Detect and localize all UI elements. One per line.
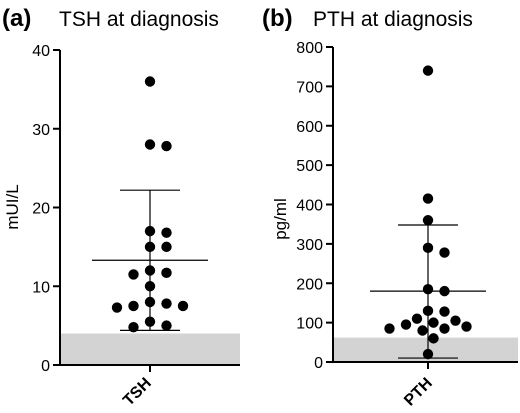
panel-b-data-point (422, 215, 434, 226)
panel-b-data-point (439, 247, 450, 258)
panel-a-reference-band (61, 333, 240, 365)
panel-a-y-tick-label: 30 (32, 122, 50, 139)
panel-a-data-point (144, 225, 156, 237)
panel-b-y-tick-label: 600 (296, 119, 323, 136)
panel-a-y-tick-label: 40 (32, 43, 50, 60)
panel-b-data-point (428, 317, 439, 328)
panel-b-letter: (b) (262, 5, 293, 32)
panel-a-data-point (144, 241, 156, 253)
panel-b-data-point (422, 283, 434, 295)
panel-a-data-point (161, 267, 172, 279)
panel-a-y-tick-label: 20 (32, 201, 50, 218)
panel-b-data-point (422, 305, 434, 317)
panel-b-y-tick-label: 700 (296, 79, 323, 96)
panel-b-data-point (411, 313, 423, 324)
panel-b-y-tick-label: 200 (296, 276, 323, 293)
panel-b-data-point (400, 319, 412, 330)
panel-a-data-point (111, 302, 123, 313)
panel-a-category-label: TSH (120, 375, 155, 410)
panel-a-data-point (144, 265, 156, 276)
panel-a-data-point (128, 322, 139, 333)
panel-a-data-point (161, 241, 172, 253)
panel-a-data-point (128, 300, 139, 312)
panel-b-data-point (461, 321, 472, 332)
panel-b-data-point (439, 323, 450, 334)
panel-b-y-tick-label: 100 (296, 316, 323, 333)
panel-b-data-point (450, 315, 461, 326)
panel-b-data-point (417, 325, 428, 336)
panel-b-data-point (428, 333, 439, 344)
panel-b-y-tick-label: 300 (296, 237, 323, 254)
panel-a-title: TSH at diagnosis (59, 8, 219, 31)
panel-b-title: PTH at diagnosis (313, 8, 473, 31)
panel-a-data-point (161, 227, 172, 238)
panel-b-ylabel: pg/ml (271, 198, 290, 240)
panel-a-data-point (161, 140, 172, 152)
panel-b-y-tick-label: 800 (296, 40, 323, 57)
panel-a-data-point (177, 300, 189, 312)
panel-a-data-point (144, 316, 156, 327)
panel-a-data-point (161, 298, 172, 309)
panel-a-y-tick-label: 10 (32, 279, 50, 296)
panel-a-data-point (128, 269, 139, 280)
panel-a-data-point (144, 296, 156, 308)
panel-b-data-point (439, 306, 450, 317)
panel-b-data-point (384, 323, 395, 334)
panel-a-letter: (a) (2, 5, 31, 32)
panel-b-category-label: PTH (401, 375, 436, 410)
panel-b-data-point (422, 348, 434, 360)
panel-a-y-tick-label: 0 (41, 358, 50, 375)
panel-a-data-point (144, 76, 156, 87)
panel-b-y-tick-label: 400 (296, 198, 323, 215)
panel-b-data-point (422, 242, 434, 254)
panel-a-data-point (144, 281, 156, 292)
panel-a-ylabel: mUI/L (3, 184, 22, 229)
panel-b-data-point (422, 193, 434, 204)
panel-b-y-tick-label: 500 (296, 158, 323, 175)
panel-a-data-point (144, 139, 156, 150)
panel-b-y-tick-label: 0 (314, 355, 323, 372)
panel-a-data-point (161, 320, 172, 331)
panel-b-data-point (439, 285, 450, 297)
panel-b-data-point (422, 65, 434, 76)
